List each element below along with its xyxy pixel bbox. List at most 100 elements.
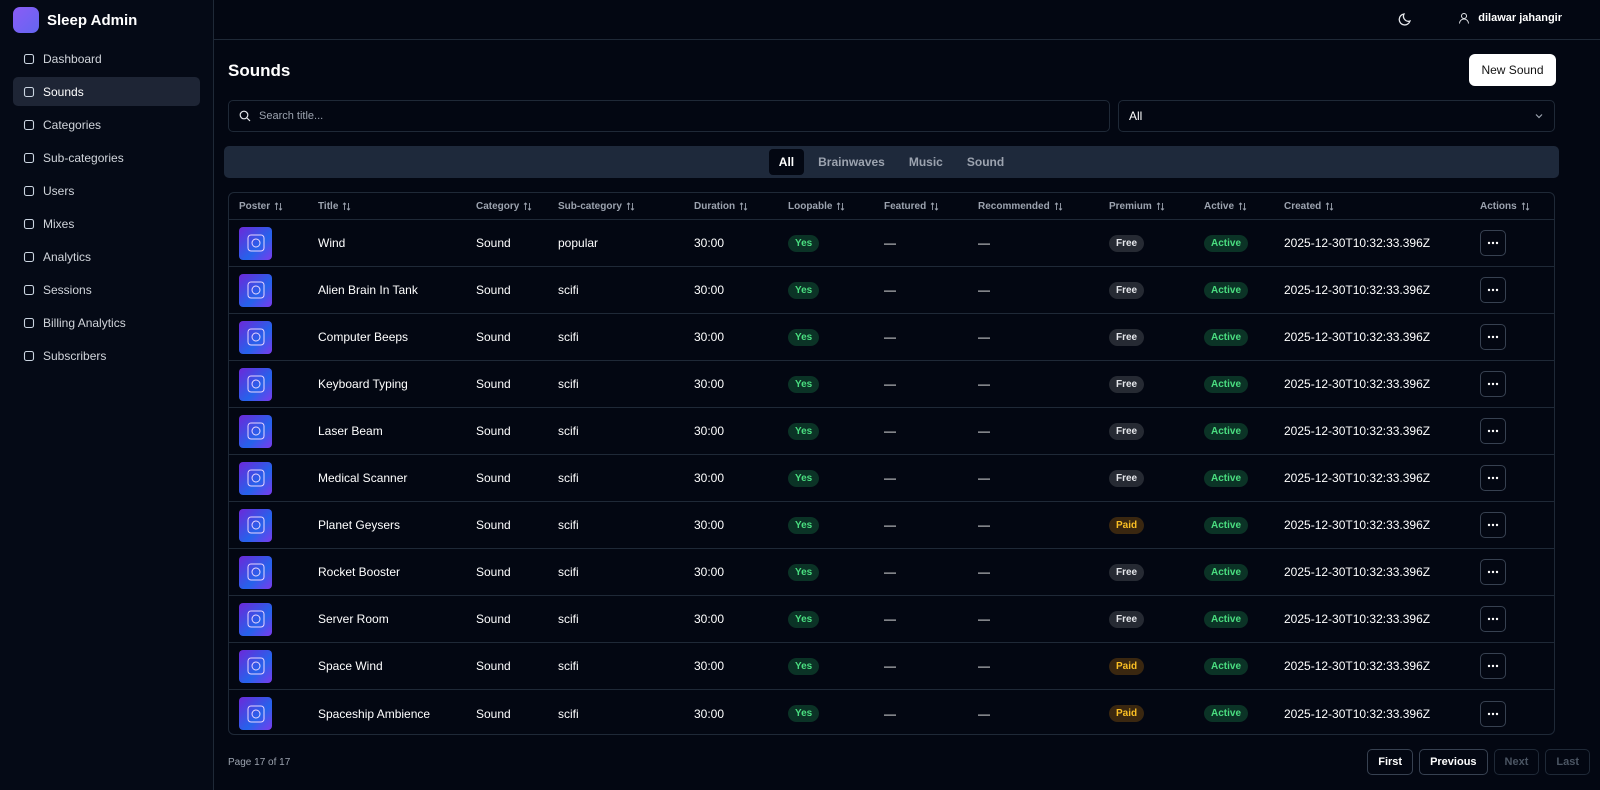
cell: Yes: [788, 563, 884, 581]
cell-text: —: [978, 471, 990, 485]
badge: Active: [1204, 469, 1249, 487]
badge: Active: [1204, 705, 1249, 722]
cell: Sound: [476, 424, 558, 438]
badge: Free: [1109, 469, 1145, 487]
column-header[interactable]: Actions: [1480, 201, 1554, 212]
badge: Yes: [788, 516, 820, 534]
nav-item[interactable]: Sessions: [13, 275, 200, 304]
actions-button[interactable]: [1480, 277, 1506, 303]
cell-text: scifi: [558, 424, 579, 438]
column-header[interactable]: Duration: [694, 201, 788, 212]
new-sound-button[interactable]: New Sound: [1469, 54, 1556, 86]
actions-button[interactable]: [1480, 230, 1506, 256]
header-row: Poster Title Category Sub-category Duration L…: [229, 193, 1554, 220]
actions-button[interactable]: [1480, 512, 1506, 538]
cell: Yes: [788, 516, 884, 534]
sounds-table: Poster Title Category Sub-category Duration L…: [228, 192, 1555, 735]
cell: —: [884, 330, 978, 344]
table-row: Alien Brain In Tank Sound scifi 30:00 Yes — — F…: [229, 267, 1554, 314]
nav-item[interactable]: Dashboard: [13, 44, 200, 73]
column-header[interactable]: Featured: [884, 201, 978, 212]
cell: Yes: [788, 375, 884, 393]
tab[interactable]: Music: [908, 155, 943, 169]
table-row: Laser Beam Sound scifi 30:00 Yes — — Free Active…: [229, 408, 1554, 455]
cell-text: Sound: [476, 330, 511, 344]
nav-label: Subscribers: [43, 348, 107, 363]
cell-text: Medical Scanner: [318, 471, 408, 485]
cell: —: [884, 377, 978, 391]
poster: [239, 273, 272, 307]
nav-item[interactable]: Subscribers: [13, 341, 200, 370]
cell: 2025-12-30T10:32:33.396Z: [1284, 283, 1480, 297]
cell: 2025-12-30T10:32:33.396Z: [1284, 424, 1480, 438]
cell: Planet Geysers: [318, 518, 476, 532]
brand[interactable]: Sleep Admin: [13, 7, 137, 33]
actions-button[interactable]: [1480, 606, 1506, 632]
column-label: Premium: [1109, 200, 1152, 212]
column-header[interactable]: Premium: [1109, 201, 1204, 212]
column-header[interactable]: Created: [1284, 201, 1480, 212]
cell-text: —: [884, 565, 896, 579]
cell-text: —: [884, 471, 896, 485]
cell: —: [978, 424, 1109, 438]
user-menu[interactable]: dilawar jahangir: [1458, 12, 1562, 24]
poster: [239, 461, 272, 495]
cell-text: 2025-12-30T10:32:33.396Z: [1284, 471, 1431, 485]
actions-button[interactable]: [1480, 324, 1506, 350]
filter-select[interactable]: All: [1118, 100, 1555, 132]
nav-item[interactable]: Mixes: [13, 209, 200, 238]
actions-button[interactable]: [1480, 700, 1506, 727]
cell-text: —: [884, 706, 896, 721]
page-button[interactable]: Previous: [1419, 749, 1488, 775]
cell: Active: [1204, 657, 1284, 675]
badge: Free: [1109, 422, 1145, 440]
nav-item[interactable]: Sub-categories: [13, 143, 200, 172]
column-header[interactable]: Recommended: [978, 201, 1109, 212]
cell-text: —: [884, 659, 896, 673]
cell-text: —: [978, 377, 990, 391]
nav-label: Sessions: [43, 282, 92, 297]
cell: 30:00: [694, 565, 788, 579]
column-header[interactable]: Loopable: [788, 201, 884, 212]
cell: —: [978, 659, 1109, 673]
cell: 30:00: [694, 518, 788, 532]
tab[interactable]: Sound: [966, 155, 1005, 169]
search-input[interactable]: Search title...: [228, 100, 1110, 132]
poster: [239, 555, 272, 589]
column-header[interactable]: Sub-category: [558, 201, 694, 212]
badge: Free: [1109, 375, 1145, 393]
cell: Active: [1204, 563, 1284, 581]
column-header[interactable]: Poster: [239, 201, 318, 212]
cell: scifi: [558, 471, 694, 485]
nav-item[interactable]: Billing Analytics: [13, 308, 200, 337]
actions-button[interactable]: [1480, 559, 1506, 585]
tab[interactable]: All: [768, 149, 805, 175]
cell-text: popular: [558, 236, 599, 250]
cell: scifi: [558, 424, 694, 438]
cell: 2025-12-30T10:32:33.396Z: [1284, 565, 1480, 579]
nav-item[interactable]: Users: [13, 176, 200, 205]
cell-text: 2025-12-30T10:32:33.396Z: [1284, 659, 1431, 673]
cell-text: Sound: [476, 518, 511, 532]
cell: Yes: [788, 234, 884, 252]
actions-button[interactable]: [1480, 653, 1506, 679]
column-header[interactable]: Category: [476, 201, 558, 212]
actions-button[interactable]: [1480, 465, 1506, 491]
cell: 30:00: [694, 330, 788, 344]
actions-button[interactable]: [1480, 371, 1506, 397]
cell: Active: [1204, 281, 1284, 299]
cell: Active: [1204, 516, 1284, 534]
column-header[interactable]: Title: [318, 201, 476, 212]
cell-text: —: [884, 330, 896, 344]
nav-item[interactable]: Categories: [13, 110, 200, 139]
theme-toggle[interactable]: [1398, 11, 1414, 27]
tab[interactable]: Brainwaves: [818, 155, 885, 169]
cell: 2025-12-30T10:32:33.396Z: [1284, 612, 1480, 626]
column-header[interactable]: Active: [1204, 201, 1284, 212]
actions-button[interactable]: [1480, 418, 1506, 444]
nav-item[interactable]: Analytics: [13, 242, 200, 271]
nav-item[interactable]: Sounds: [13, 77, 200, 106]
cell: scifi: [558, 330, 694, 344]
page-button[interactable]: First: [1367, 749, 1414, 775]
